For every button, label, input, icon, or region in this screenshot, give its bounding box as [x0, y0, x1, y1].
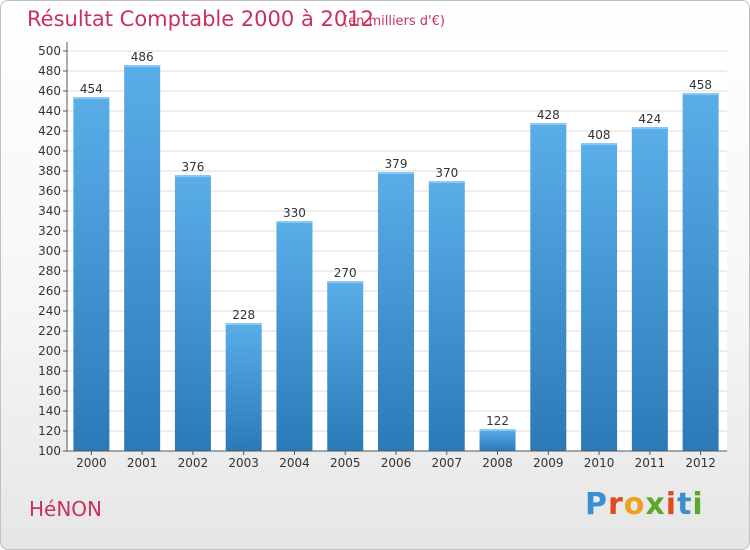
bar-2006 [378, 172, 414, 451]
chart-subtitle: (en milliers d'€) [343, 14, 445, 29]
y-tick-label: 180 [38, 364, 61, 378]
logo-letter: P [585, 487, 608, 522]
bar-2002 [174, 175, 211, 451]
y-tick-label: 100 [38, 444, 61, 458]
x-tick-label: 2007 [431, 456, 462, 470]
data-label: 330 [283, 206, 306, 220]
data-label: 376 [181, 160, 204, 174]
bar-2012 [682, 93, 719, 451]
data-label: 428 [537, 108, 560, 122]
y-tick-label: 440 [38, 104, 61, 118]
y-tick-label: 320 [38, 224, 61, 238]
y-tick-label: 340 [38, 204, 61, 218]
y-tick-label: 260 [38, 284, 61, 298]
data-label: 408 [588, 128, 611, 142]
data-label: 379 [385, 157, 408, 171]
bar-2008 [479, 429, 516, 451]
y-tick-label: 200 [38, 344, 61, 358]
x-tick-label: 2008 [482, 456, 513, 470]
bar-2007 [428, 181, 465, 451]
bar-highlight [479, 429, 516, 431]
bar-highlight [682, 93, 719, 95]
x-tick-label: 2009 [533, 456, 564, 470]
bar-2004 [276, 221, 313, 451]
bar-2009 [530, 123, 567, 451]
logo-letter: i [665, 487, 678, 522]
x-tick-label: 2006 [381, 456, 412, 470]
x-tick-label: 2005 [330, 456, 361, 470]
bar-2011 [631, 127, 668, 451]
y-tick-label: 420 [38, 124, 61, 138]
proxiti-logo: Proxiti [585, 487, 704, 522]
data-label: 486 [131, 50, 154, 64]
y-tick-label: 140 [38, 404, 61, 418]
logo-letter: x [645, 487, 666, 522]
bar-highlight [124, 65, 161, 67]
y-tick-label: 460 [38, 84, 61, 98]
data-label: 454 [80, 82, 103, 96]
data-label: 458 [689, 78, 712, 92]
bar-highlight [327, 281, 364, 283]
data-label: 370 [435, 166, 458, 180]
bar-2000 [73, 97, 110, 451]
x-tick-label: 2010 [584, 456, 615, 470]
y-tick-label: 280 [38, 264, 61, 278]
logo-letter: o [623, 487, 646, 522]
bar-highlight [174, 175, 211, 177]
y-tick-label: 480 [38, 64, 61, 78]
bar-highlight [378, 172, 414, 174]
y-tick-label: 120 [38, 424, 61, 438]
bar-highlight [428, 181, 465, 183]
commune-name: HéNON [29, 497, 103, 521]
x-tick-label: 2001 [127, 456, 158, 470]
y-tick-label: 360 [38, 184, 61, 198]
logo-letter: r [608, 487, 624, 522]
x-tick-label: 2011 [635, 456, 666, 470]
x-tick-label: 2004 [279, 456, 310, 470]
data-label: 228 [232, 308, 255, 322]
data-label: 122 [486, 414, 509, 428]
bar-highlight [581, 143, 618, 145]
bar-2010 [581, 143, 618, 451]
y-tick-label: 380 [38, 164, 61, 178]
y-tick-label: 500 [38, 44, 61, 58]
bar-2005 [327, 281, 364, 451]
data-label: 424 [638, 112, 661, 126]
bar-highlight [276, 221, 313, 223]
logo-letter: i [692, 487, 704, 522]
x-tick-label: 2002 [178, 456, 209, 470]
y-tick-label: 300 [38, 244, 61, 258]
x-tick-label: 2003 [228, 456, 259, 470]
data-label: 270 [334, 266, 357, 280]
bar-2003 [225, 323, 262, 451]
bar-highlight [530, 123, 567, 125]
x-tick-label: 2000 [76, 456, 107, 470]
chart-title: Résultat Comptable 2000 à 2012 [27, 7, 374, 31]
y-tick-label: 400 [38, 144, 61, 158]
y-tick-label: 220 [38, 324, 61, 338]
logo-letter: t [677, 487, 693, 522]
bar-highlight [73, 97, 110, 99]
y-tick-label: 240 [38, 304, 61, 318]
bar-2001 [124, 65, 161, 451]
bar-highlight [225, 323, 262, 325]
x-tick-label: 2012 [685, 456, 716, 470]
bar-highlight [631, 127, 668, 129]
y-tick-label: 160 [38, 384, 61, 398]
